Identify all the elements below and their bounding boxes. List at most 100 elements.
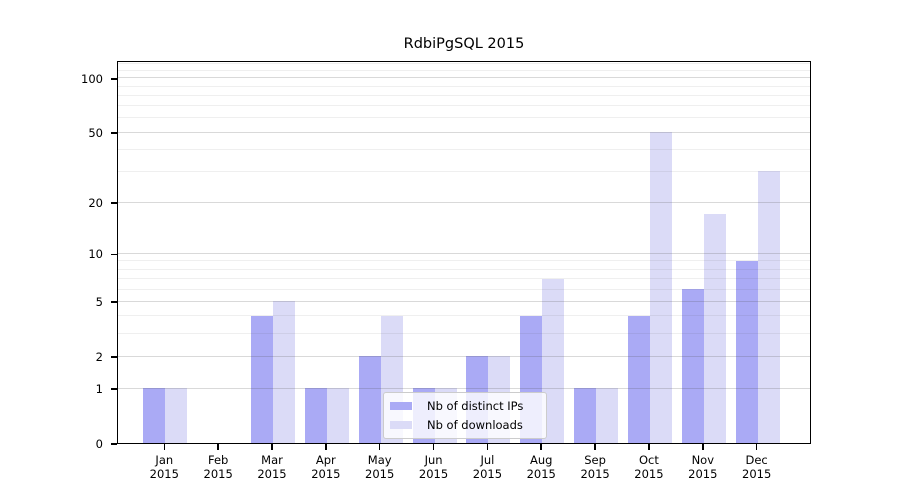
x-tick-mark-jul bbox=[486, 444, 489, 450]
x-tick-label-nov: Nov 2015 bbox=[675, 453, 731, 481]
x-tick-label-feb: Feb 2015 bbox=[190, 453, 246, 481]
bar-downloads-oct bbox=[649, 132, 672, 443]
gridline-70 bbox=[118, 105, 810, 107]
x-tick-label-sep: Sep 2015 bbox=[567, 453, 623, 481]
x-tick-mark-feb bbox=[217, 444, 219, 450]
y-tick-label-2: 2 bbox=[95, 350, 103, 365]
y-tick-mark-50 bbox=[111, 132, 117, 134]
bar-downloads-nov bbox=[703, 214, 726, 443]
y-tick-label-50: 50 bbox=[88, 126, 103, 141]
legend-label-distinct-ips: Nb of distinct IPs bbox=[427, 399, 524, 413]
x-tick-mark-jun bbox=[432, 444, 435, 450]
x-tick-month: Feb bbox=[207, 453, 229, 467]
x-tick-month: Nov bbox=[691, 453, 715, 467]
x-tick-month: Jul bbox=[480, 453, 495, 467]
x-tick-label-jul: Jul 2015 bbox=[459, 453, 515, 481]
legend-item-distinct-ips: Nb of distinct IPs bbox=[390, 399, 540, 413]
x-tick-mark-aug bbox=[540, 444, 543, 450]
x-tick-mark-mar bbox=[271, 444, 273, 450]
x-tick-month: Mar bbox=[261, 453, 283, 467]
y-tick-mark-10 bbox=[111, 253, 117, 256]
legend: Nb of distinct IPs Nb of downloads bbox=[383, 392, 547, 439]
x-tick-year: 2015 bbox=[742, 467, 772, 481]
x-tick-label-jan: Jan 2015 bbox=[136, 453, 192, 481]
bar-distinct-ips-may bbox=[358, 356, 381, 443]
gridline-110 bbox=[118, 70, 810, 72]
x-tick-year: 2015 bbox=[418, 467, 449, 481]
x-axis: Jan 2015 Feb 2015 Mar 2015 Apr 2015 May 2015 Jun 20… bbox=[117, 444, 811, 500]
bar-distinct-ips-jan bbox=[143, 388, 166, 443]
x-tick-label-dec: Dec 2015 bbox=[729, 453, 785, 481]
gridline-40 bbox=[118, 148, 810, 150]
x-tick-month: Jun bbox=[424, 453, 443, 467]
x-tick-year: 2015 bbox=[149, 467, 179, 481]
plot-area: Nb of distinct IPs Nb of downloads bbox=[117, 61, 811, 444]
legend-item-downloads: Nb of downloads bbox=[390, 418, 540, 432]
x-tick-mark-may bbox=[378, 444, 381, 450]
x-tick-month: Sep bbox=[584, 453, 606, 467]
y-tick-label-20: 20 bbox=[88, 196, 103, 211]
gridline-120 bbox=[118, 63, 810, 65]
y-tick-label-1: 1 bbox=[95, 382, 103, 397]
legend-label-downloads: Nb of downloads bbox=[427, 418, 523, 432]
y-tick-mark-2 bbox=[111, 356, 117, 358]
y-tick-mark-5 bbox=[111, 301, 117, 304]
bar-downloads-dec bbox=[757, 171, 780, 443]
gridline-100 bbox=[118, 77, 810, 79]
bar-distinct-ips-dec bbox=[735, 260, 758, 443]
bar-downloads-apr bbox=[326, 388, 349, 443]
x-tick-year: 2015 bbox=[526, 467, 556, 481]
x-tick-month: Apr bbox=[315, 453, 336, 467]
x-tick-label-oct: Oct 2015 bbox=[621, 453, 677, 481]
x-tick-label-mar: Mar 2015 bbox=[244, 453, 300, 481]
y-tick-label-5: 5 bbox=[95, 295, 103, 310]
y-tick-label-100: 100 bbox=[81, 71, 103, 86]
x-tick-mark-sep bbox=[594, 444, 596, 450]
x-tick-mark-oct bbox=[648, 444, 650, 450]
bar-distinct-ips-sep bbox=[574, 388, 597, 443]
y-tick-mark-20 bbox=[111, 202, 117, 204]
gridline-30 bbox=[118, 170, 810, 172]
gridline-90 bbox=[118, 85, 810, 87]
chart-title: RdbiPgSQL 2015 bbox=[403, 36, 525, 52]
x-tick-month: Oct bbox=[638, 453, 659, 467]
y-tick-mark-1 bbox=[111, 388, 117, 390]
x-tick-year: 2015 bbox=[203, 467, 233, 481]
y-tick-label-0: 0 bbox=[95, 437, 103, 451]
x-tick-label-apr: Apr 2015 bbox=[298, 453, 354, 481]
y-tick-mark-100 bbox=[111, 78, 117, 80]
gridline-60 bbox=[118, 117, 810, 119]
x-tick-mark-dec bbox=[755, 444, 758, 450]
x-tick-month: Jan bbox=[155, 453, 174, 467]
x-tick-month: May bbox=[367, 453, 392, 467]
x-tick-year: 2015 bbox=[257, 467, 287, 481]
bar-distinct-ips-nov bbox=[681, 289, 704, 443]
x-tick-year: 2015 bbox=[311, 467, 341, 481]
x-tick-year: 2015 bbox=[365, 467, 395, 481]
gridline-50 bbox=[118, 131, 810, 133]
bar-distinct-ips-oct bbox=[627, 315, 650, 443]
bar-distinct-ips-apr bbox=[304, 388, 327, 443]
y-tick-label-10: 10 bbox=[88, 247, 103, 262]
gridline-80 bbox=[118, 94, 810, 96]
gridline-20 bbox=[118, 201, 810, 203]
x-tick-year: 2015 bbox=[472, 467, 503, 481]
bar-downloads-jan bbox=[165, 388, 188, 443]
y-axis: 0 1 2 5 10 20 50 100 bbox=[0, 61, 117, 451]
y-tick-mark-0 bbox=[111, 443, 117, 445]
x-tick-year: 2015 bbox=[634, 467, 664, 481]
x-tick-year: 2015 bbox=[580, 467, 610, 481]
x-tick-label-jun: Jun 2015 bbox=[406, 453, 462, 481]
x-tick-month: Dec bbox=[745, 453, 768, 467]
x-tick-month: Aug bbox=[530, 453, 553, 467]
legend-swatch-downloads-icon bbox=[390, 421, 412, 429]
x-tick-year: 2015 bbox=[688, 467, 718, 481]
x-tick-label-may: May 2015 bbox=[352, 453, 408, 481]
bar-distinct-ips-mar bbox=[251, 315, 273, 443]
legend-swatch-distinct-ips-icon bbox=[390, 402, 412, 410]
bar-downloads-mar bbox=[273, 301, 295, 443]
bar-downloads-aug bbox=[542, 278, 565, 443]
x-tick-mark-nov bbox=[702, 444, 704, 450]
x-tick-label-aug: Aug 2015 bbox=[513, 453, 569, 481]
